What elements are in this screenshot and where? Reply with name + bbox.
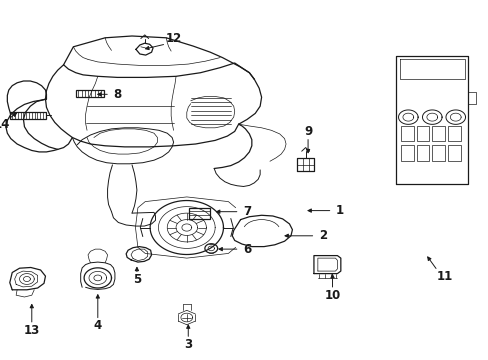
Text: 12: 12: [165, 32, 182, 45]
Text: 11: 11: [436, 270, 452, 283]
Text: 10: 10: [324, 289, 340, 302]
Text: 3: 3: [184, 338, 192, 351]
Text: 4: 4: [94, 319, 102, 332]
Bar: [431, 126, 444, 141]
Text: 14: 14: [0, 118, 10, 131]
Bar: [400, 145, 413, 161]
Bar: [400, 126, 413, 141]
Bar: [447, 145, 460, 161]
Bar: [431, 145, 444, 161]
Bar: [447, 126, 460, 141]
Bar: [416, 126, 428, 141]
Text: 9: 9: [304, 125, 311, 138]
Text: 5: 5: [133, 273, 141, 286]
Bar: [188, 208, 210, 219]
Text: 7: 7: [243, 205, 250, 218]
Bar: [10, 112, 46, 119]
Text: 6: 6: [243, 243, 250, 256]
Text: 8: 8: [113, 88, 121, 101]
Bar: [416, 145, 428, 161]
Text: 2: 2: [318, 229, 326, 242]
Text: 13: 13: [23, 324, 40, 337]
Bar: [76, 90, 104, 97]
Text: 1: 1: [335, 204, 343, 217]
